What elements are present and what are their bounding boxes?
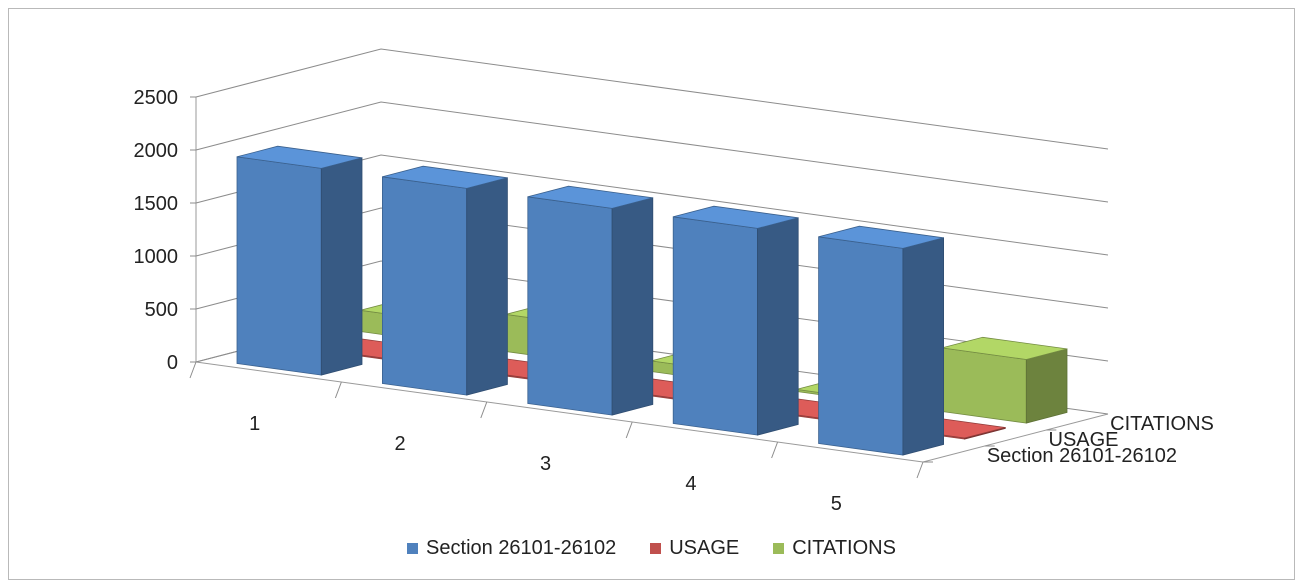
y-tick-label: 2500 [134,87,179,109]
bar-side-face [611,197,654,416]
gridline [195,101,1109,203]
x-tick-mark [334,381,342,399]
x-axis-ticks: 1 2 3 4 5 [189,361,924,515]
y-axis-ticks: 0 500 1000 1500 2000 2500 [134,87,196,374]
x-axis-line [195,361,924,463]
x-tick-mark [771,441,779,459]
legend: Section 26101-26102 USAGE CITATIONS [0,537,1303,560]
bar-section-26101-26102-2 [381,165,508,396]
depth-tick-label: USAGE [1049,429,1119,451]
gridline [195,48,1109,150]
depth-tick-label: Section 26101-26102 [987,445,1177,467]
bar-front-face [381,176,468,396]
x-tick-label: 4 [685,473,696,495]
bar-side-face [320,157,363,376]
y-tick-label: 500 [145,299,178,321]
legend-swatch-usage [650,543,662,554]
bar-section-26101-26102-3 [527,185,654,416]
y-tick-label: 0 [167,352,178,374]
y-tick-label: 1500 [134,193,179,215]
y-tick-label: 1000 [134,246,179,268]
x-tick-mark [480,401,488,419]
legend-swatch-section [407,543,419,554]
legend-label-usage: USAGE [669,537,740,559]
bar-top-face [382,165,508,189]
bar-top-face [941,336,1068,360]
legend-label-citations: CITATIONS [792,537,896,559]
bar-front-face [672,216,758,436]
bar-section-26101-26102-4 [672,205,799,436]
legend-item-section: Section 26101-26102 [407,537,616,560]
x-tick-mark [625,421,633,439]
bar-front-face [527,196,613,416]
x-tick-label: 2 [395,433,406,455]
bar-top-face [818,225,944,249]
x-tick-label: 5 [831,493,842,515]
x-tick-mark [189,361,197,379]
legend-item-citations: CITATIONS [773,537,896,560]
depth-tick-label: CITATIONS [1110,413,1214,435]
bar-citations-5 [941,336,1068,424]
legend-swatch-citations [773,543,785,554]
bars [236,145,1068,456]
bar-section-26101-26102-1 [236,145,363,376]
x-tick-label: 3 [540,453,551,475]
y-tick-label: 2000 [134,140,179,162]
x-tick-label: 1 [249,413,260,435]
bar-top-face [236,145,363,169]
bar-front-face [236,156,322,376]
bar-section-26101-26102-5 [818,225,944,456]
bar-side-face [757,217,799,436]
x-tick-mark [916,461,924,479]
bar-side-face [1025,348,1068,424]
legend-item-usage: USAGE [650,537,739,560]
bar-side-face [902,237,944,456]
bar-front-face [941,347,1027,424]
bar-side-face [466,177,508,396]
bar-top-face [673,205,799,229]
legend-label-section: Section 26101-26102 [426,537,617,559]
bar-top-face [527,185,653,209]
depth-axis-line [922,413,1109,463]
bar-front-face [818,236,904,456]
